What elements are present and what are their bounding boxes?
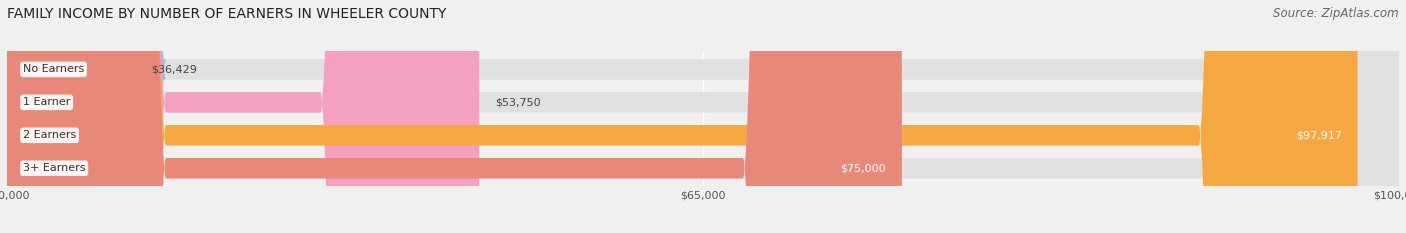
FancyBboxPatch shape: [7, 0, 1399, 233]
FancyBboxPatch shape: [7, 0, 901, 233]
Text: FAMILY INCOME BY NUMBER OF EARNERS IN WHEELER COUNTY: FAMILY INCOME BY NUMBER OF EARNERS IN WH…: [7, 7, 447, 21]
Text: 1 Earner: 1 Earner: [22, 97, 70, 107]
Text: $75,000: $75,000: [841, 163, 886, 173]
FancyBboxPatch shape: [7, 0, 479, 233]
FancyBboxPatch shape: [7, 0, 1358, 233]
Text: No Earners: No Earners: [22, 64, 84, 74]
Text: 2 Earners: 2 Earners: [22, 130, 76, 140]
FancyBboxPatch shape: [7, 0, 1399, 233]
FancyBboxPatch shape: [7, 0, 1399, 233]
FancyBboxPatch shape: [0, 0, 166, 233]
Text: $36,429: $36,429: [150, 64, 197, 74]
Text: $97,917: $97,917: [1296, 130, 1341, 140]
FancyBboxPatch shape: [7, 0, 1399, 233]
Text: Source: ZipAtlas.com: Source: ZipAtlas.com: [1274, 7, 1399, 20]
Text: $53,750: $53,750: [495, 97, 541, 107]
Text: 3+ Earners: 3+ Earners: [22, 163, 86, 173]
